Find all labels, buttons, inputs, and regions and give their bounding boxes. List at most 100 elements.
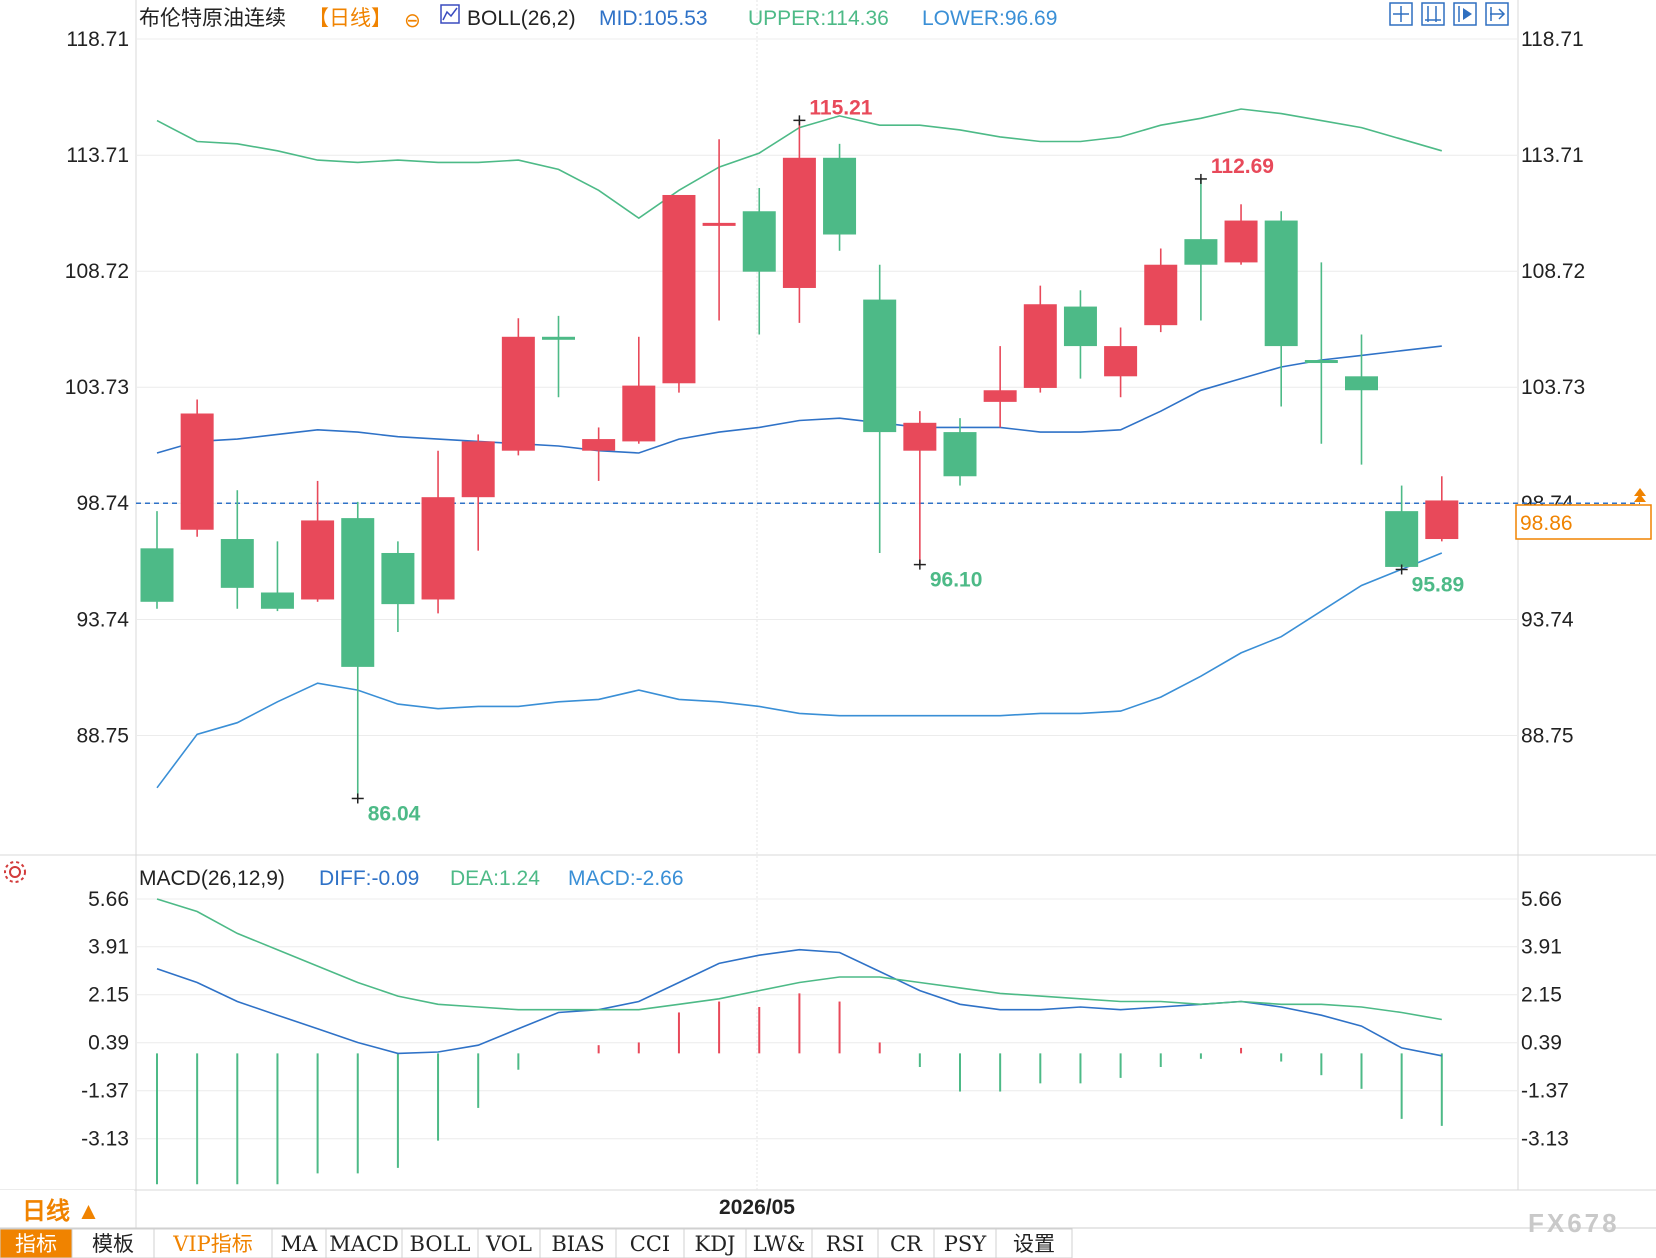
period-selector-label[interactable]: 日线 ▲ (22, 1198, 100, 1225)
tab-label[interactable]: KDJ (695, 1232, 736, 1256)
price-tick-label-left: 103.73 (65, 376, 129, 399)
candle-up (622, 385, 656, 442)
tab-label[interactable]: 指标 (15, 1232, 57, 1256)
price-tick-label-right: 108.72 (1521, 260, 1585, 283)
macd-tick-label-right: 5.66 (1521, 888, 1562, 911)
candle-down (823, 157, 857, 235)
macd-tick-label-right: 0.39 (1521, 1032, 1562, 1055)
crosshair-icon[interactable] (1389, 2, 1413, 26)
macd-tick-label-right: 2.15 (1521, 984, 1562, 1007)
price-tick-label-right: 113.71 (1521, 144, 1584, 167)
tab-指标[interactable]: 指标 (0, 1228, 73, 1258)
tab-PSY[interactable]: PSY (933, 1228, 997, 1258)
tab-background[interactable] (153, 1228, 273, 1258)
tab-background[interactable] (933, 1228, 997, 1258)
tab-BOLL[interactable]: BOLL (401, 1228, 479, 1258)
tab-label[interactable]: PSY (944, 1232, 988, 1256)
candle-down (542, 336, 575, 340)
tab-label[interactable]: VIP指标 (172, 1232, 253, 1256)
tab-BIAS[interactable]: BIAS (539, 1228, 617, 1258)
tab-background[interactable] (71, 1228, 155, 1258)
price-tick-label-right: 88.75 (1521, 724, 1574, 747)
period-selector[interactable] (0, 1190, 134, 1228)
price-tick-label-right: 93.74 (1521, 608, 1574, 631)
candle-up (983, 390, 1017, 402)
settings-gear-icon[interactable] (4, 861, 26, 883)
boll-upper-value: UPPER:114.36 (748, 7, 889, 30)
boll-mid-value: MID:105.53 (599, 7, 708, 30)
tab-background[interactable] (0, 1228, 73, 1258)
indicator-icon[interactable] (1453, 2, 1477, 26)
tab-label[interactable]: MACD (329, 1232, 399, 1256)
extreme-value-label: 86.04 (368, 802, 421, 825)
tab-background[interactable] (401, 1228, 479, 1258)
tab-VOL[interactable]: VOL (477, 1228, 541, 1258)
macd-tick-label-left: 5.66 (88, 888, 129, 911)
tab-background[interactable] (477, 1228, 541, 1258)
candle-down (1063, 306, 1097, 347)
panel-icon[interactable] (1421, 2, 1445, 26)
extreme-value-label: 95.89 (1412, 573, 1465, 596)
tab-label[interactable]: LW& (753, 1232, 805, 1256)
price-tick-label-left: 118.71 (66, 28, 129, 51)
boll-lower-line (156, 552, 1443, 789)
tab-background[interactable] (995, 1228, 1073, 1258)
tab-CR[interactable]: CR (877, 1228, 935, 1258)
tab-模板[interactable]: 模板 (71, 1228, 155, 1258)
candle-up (1104, 346, 1138, 377)
tab-label[interactable]: CCI (630, 1232, 670, 1256)
boll-icon (440, 4, 460, 24)
candle-up (1425, 500, 1459, 540)
candle-up (1224, 220, 1258, 263)
tab-label[interactable]: MA (281, 1232, 319, 1256)
macd-diff-value: DIFF:-0.09 (319, 867, 419, 890)
candle-up (1144, 264, 1178, 326)
chart-title: 布伦特原油连续 (139, 7, 286, 30)
minus-icon[interactable]: ⊖ (404, 10, 421, 32)
candle-up (1023, 304, 1057, 388)
tab-label[interactable]: RSI (826, 1232, 865, 1256)
candle-down (1385, 511, 1419, 567)
tab-label[interactable]: VOL (485, 1232, 532, 1256)
boll-lower-value: LOWER:96.69 (922, 7, 1057, 30)
price-tick-label-left: 108.72 (65, 260, 129, 283)
candle-down (220, 539, 254, 588)
tab-background[interactable] (539, 1228, 617, 1258)
tab-label[interactable]: 模板 (92, 1232, 134, 1256)
tab-CCI[interactable]: CCI (615, 1228, 685, 1258)
extreme-value-label: 112.69 (1211, 155, 1274, 178)
tab-MACD[interactable]: MACD (325, 1228, 403, 1258)
price-tick-label-right: 118.71 (1521, 28, 1584, 51)
macd-tick-label-left: 2.15 (88, 984, 129, 1007)
export-icon[interactable] (1485, 2, 1509, 26)
candle-down (341, 518, 375, 667)
candle-down (1345, 376, 1378, 391)
macd-tick-label-left: 3.91 (88, 936, 129, 959)
tab-background[interactable] (811, 1228, 879, 1258)
extreme-value-label: 96.10 (930, 569, 983, 592)
macd-dea-value: DEA:1.24 (450, 867, 540, 890)
tab-RSI[interactable]: RSI (811, 1228, 879, 1258)
macd-tick-label-left: 0.39 (88, 1032, 129, 1055)
tab-label[interactable]: CR (890, 1232, 923, 1256)
tab-background[interactable] (271, 1228, 327, 1258)
tab-MA[interactable]: MA (271, 1228, 327, 1258)
price-tick-label-right: 103.73 (1521, 376, 1585, 399)
candle-down (140, 548, 174, 602)
extreme-value-label: 115.21 (809, 96, 872, 119)
tab-background[interactable] (325, 1228, 403, 1258)
tab-VIP指标[interactable]: VIP指标 (153, 1228, 273, 1258)
candle-up (582, 439, 616, 451)
tab-background[interactable] (877, 1228, 935, 1258)
tab-label[interactable]: BIAS (551, 1232, 604, 1256)
candle-up (301, 520, 335, 600)
tab-设置[interactable]: 设置 (995, 1228, 1073, 1258)
tab-label[interactable]: 设置 (1013, 1232, 1055, 1256)
tab-LW&[interactable]: LW& (745, 1228, 813, 1258)
tab-label[interactable]: BOLL (410, 1232, 471, 1256)
tab-KDJ[interactable]: KDJ (683, 1228, 747, 1258)
current-price-tag (1515, 504, 1652, 540)
date-label: 2026/05 (719, 1196, 795, 1219)
tab-background[interactable] (615, 1228, 685, 1258)
